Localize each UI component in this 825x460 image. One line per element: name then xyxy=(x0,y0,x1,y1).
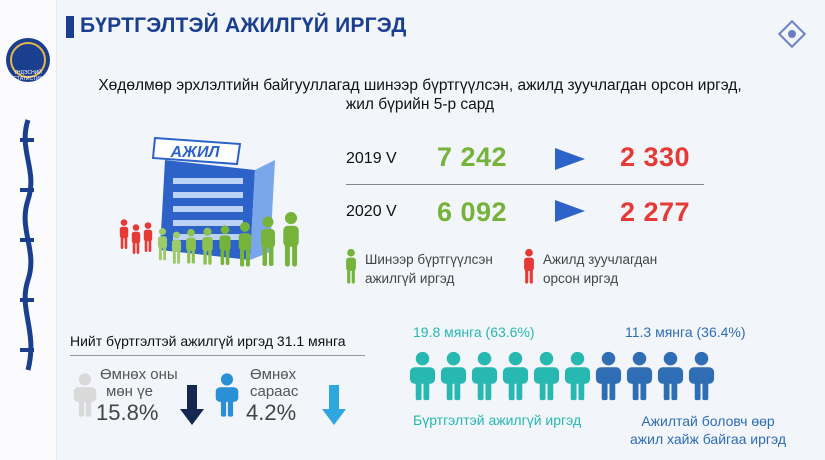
placed-value: 2 277 xyxy=(620,197,691,227)
change-value: 4.2% xyxy=(246,400,297,425)
people-row xyxy=(409,351,715,401)
group-line: Бүртгэлтэй ажилгүй иргэд xyxy=(413,412,582,428)
sidebar-art xyxy=(6,38,50,371)
group-line: Ажилтай боловч өөр xyxy=(641,413,775,429)
registered-value: 6 092 xyxy=(437,197,508,227)
person-icon xyxy=(688,351,715,401)
period-label: 2020 V xyxy=(346,203,397,220)
corner-ornament xyxy=(778,20,806,48)
person-icon xyxy=(564,351,591,401)
period-label: 2019 V xyxy=(346,150,397,167)
group-amount: 11.3 мянга (36.4%) xyxy=(625,324,746,340)
change-value: 15.8% xyxy=(96,400,159,425)
subtitle-line: Хөдөлмөр эрхлэлтийн байгууллагад шинээр … xyxy=(98,77,742,94)
crowd xyxy=(119,212,299,267)
person-icon xyxy=(657,351,684,401)
title-bar xyxy=(66,16,74,38)
legend-icon xyxy=(524,248,534,284)
legend-line: Шинээр бүртгүүлсэн xyxy=(365,252,493,267)
person-icon xyxy=(595,351,622,401)
placed-value: 2 330 xyxy=(620,142,691,172)
change-label: Өмнөх оны мөн үе xyxy=(100,366,178,400)
change-line: Өмнөх xyxy=(250,366,297,383)
change-label: Өмнөх сараас xyxy=(250,366,298,400)
sidebar: ҮНДЭСНИЙ СТАТИСТИК xyxy=(0,0,57,460)
legend-line: орсон иргэд xyxy=(543,271,619,286)
building-sign: АЖИЛ xyxy=(170,144,221,161)
arrow xyxy=(555,200,585,222)
group-line: ажил хайж байгаа иргэд xyxy=(630,431,787,447)
person-icon xyxy=(409,351,436,401)
change-line: мөн үе xyxy=(106,383,153,400)
person-icon xyxy=(502,351,529,401)
divider xyxy=(70,355,365,356)
legend-label: Ажилд зуучлагдан орсон иргэд xyxy=(543,250,657,288)
change-line: Өмнөх оны xyxy=(100,366,178,383)
subtitle: Хөдөлмөр эрхлэлтийн байгууллагад шинээр … xyxy=(90,76,750,114)
down-arrow xyxy=(322,385,346,425)
title: БҮРТГЭЛТЭЙ АЖИЛГҮЙ ИРГЭД xyxy=(80,14,407,37)
group-label: Ажилтай боловч өөр ажил хайж байгаа иргэ… xyxy=(630,412,786,448)
total-label: Нийт бүртгэлтэй ажилгүй иргэд 31.1 мянга xyxy=(70,333,346,349)
arrow xyxy=(555,148,585,170)
person-icon xyxy=(440,351,467,401)
registered-value: 7 242 xyxy=(437,142,508,172)
legend-line: Ажилд зуучлагдан xyxy=(543,252,658,267)
change-line: сараас xyxy=(250,383,299,400)
building-illustration: АЖИЛ xyxy=(151,136,275,260)
person-icon xyxy=(626,351,653,401)
down-arrow xyxy=(180,385,204,425)
legend-line: ажилгүй иргэд xyxy=(365,271,455,286)
divider xyxy=(346,184,704,185)
legend-label: Шинээр бүртгүүлсэн ажилгүй иргэд xyxy=(365,250,493,288)
person-icon xyxy=(533,351,560,401)
group-label: Бүртгэлтэй ажилгүй иргэд xyxy=(413,412,581,428)
legend-icon xyxy=(346,248,356,284)
person-icon xyxy=(215,373,239,417)
subtitle-line: жил бүрийн 5-р сард xyxy=(345,96,495,113)
group-amount: 19.8 мянга (63.6%) xyxy=(413,324,535,340)
person-icon xyxy=(471,351,498,401)
logo-text: ҮНДЭСНИЙ СТАТИСТИК xyxy=(13,70,43,82)
person-icon xyxy=(73,373,97,417)
